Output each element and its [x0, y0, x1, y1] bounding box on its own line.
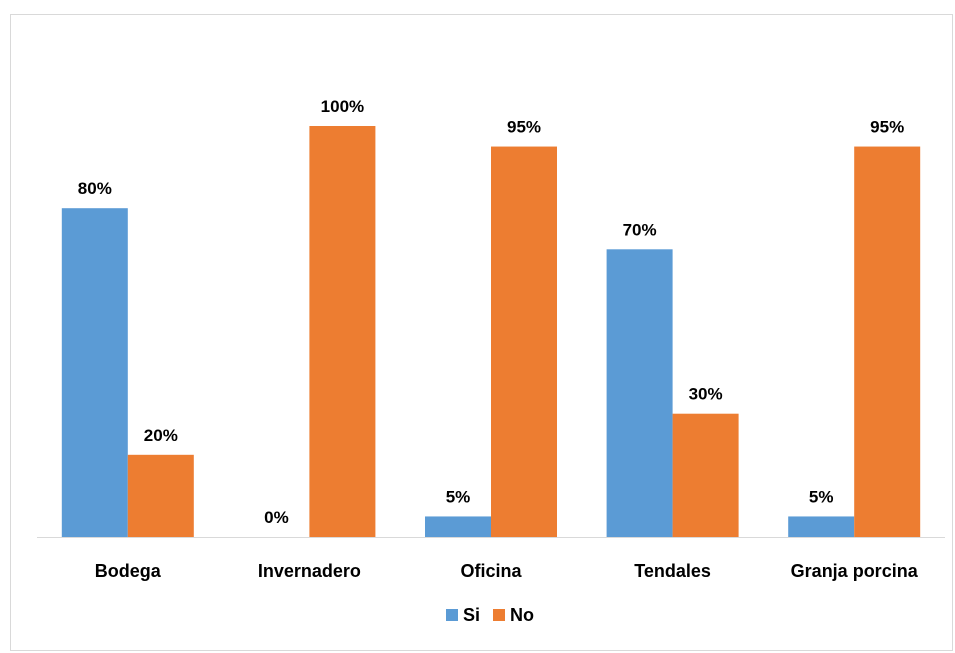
- category-label-0: Bodega: [95, 561, 162, 581]
- legend-label-no: No: [510, 605, 534, 625]
- value-label-si-3: 70%: [623, 220, 657, 239]
- value-label-no-0: 20%: [144, 426, 178, 445]
- category-label-2: Oficina: [460, 561, 522, 581]
- category-label-4: Granja porcina: [791, 561, 919, 581]
- value-label-si-1: 0%: [264, 508, 289, 527]
- category-label-3: Tendales: [634, 561, 711, 581]
- value-label-no-1: 100%: [321, 97, 364, 116]
- chart-area: [10, 14, 953, 651]
- legend-swatch-si: [446, 609, 458, 621]
- value-label-si-4: 5%: [809, 487, 834, 506]
- bar-no-4: [854, 146, 921, 538]
- value-label-no-3: 30%: [689, 385, 723, 404]
- value-label-si-0: 80%: [78, 179, 112, 198]
- legend-label-si: Si: [463, 605, 480, 625]
- bar-no-3: [672, 413, 739, 537]
- bar-no-0: [127, 454, 194, 537]
- value-label-no-4: 95%: [870, 118, 904, 137]
- bar-si-0: [61, 208, 128, 537]
- bar-si-2: [425, 516, 491, 537]
- bar-si-4: [788, 516, 855, 537]
- bars-group: [61, 126, 921, 538]
- value-label-si-2: 5%: [446, 487, 471, 506]
- category-labels-group: Bodega Invernadero Oficina Tendales Granja p…: [95, 561, 919, 581]
- bar-no-1: [309, 126, 376, 537]
- legend-swatch-no: [493, 609, 505, 621]
- legend: Si No: [446, 605, 534, 625]
- bar-si-3: [606, 249, 673, 538]
- value-label-no-2: 95%: [507, 118, 541, 137]
- category-label-1: Invernadero: [258, 561, 361, 581]
- bar-no-2: [491, 146, 557, 538]
- value-labels-group: 80% 20% 0% 100% 5% 95% 70% 30% 5% 95%: [78, 97, 904, 527]
